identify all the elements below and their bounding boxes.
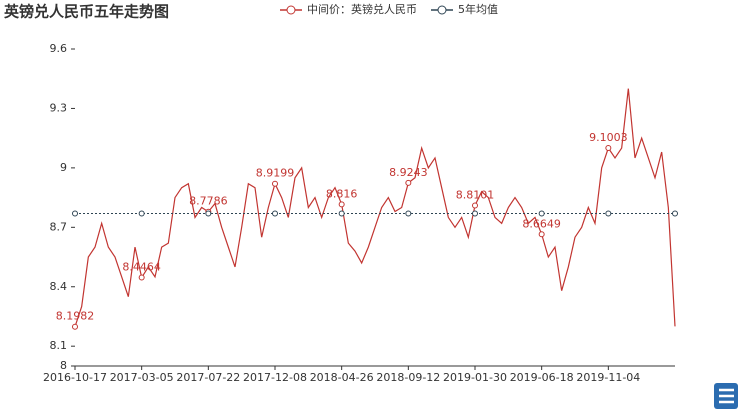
data-point bbox=[72, 210, 78, 217]
legend-label: 中间价：英镑兑人民币 bbox=[307, 2, 417, 16]
x-tick-label: 2018-09-12 bbox=[376, 371, 440, 384]
data-point bbox=[538, 231, 545, 238]
chart-title: 英镑兑人民币五年走势图 bbox=[4, 3, 169, 21]
data-point bbox=[272, 210, 278, 217]
data-point bbox=[205, 210, 212, 217]
y-tick-label: 9.3 bbox=[50, 101, 68, 114]
x-tick-label: 2019-01-30 bbox=[443, 371, 507, 384]
data-point bbox=[72, 323, 78, 330]
legend-icon bbox=[286, 5, 296, 15]
data-point bbox=[338, 201, 345, 208]
y-tick-label: 8.7 bbox=[50, 220, 68, 233]
data-point bbox=[472, 202, 478, 209]
data-point bbox=[138, 274, 145, 281]
data-label: 8.7786 bbox=[189, 195, 228, 208]
x-tick-label: 2018-04-26 bbox=[310, 371, 374, 384]
y-tick-label: 8.1 bbox=[50, 339, 68, 352]
data-point bbox=[605, 210, 612, 217]
data-label: 8.4464 bbox=[122, 261, 161, 274]
x-tick-label: 2016-10-17 bbox=[43, 371, 107, 384]
data-point bbox=[405, 179, 412, 186]
data-point bbox=[138, 210, 145, 217]
y-tick-label: 8 bbox=[60, 359, 67, 372]
data-point bbox=[472, 210, 478, 217]
x-tick-label: 2019-11-04 bbox=[576, 371, 640, 384]
data-point bbox=[405, 210, 412, 217]
x-tick-label: 2019-06-18 bbox=[510, 371, 574, 384]
x-tick-label: 2017-12-08 bbox=[243, 371, 307, 384]
data-point bbox=[272, 180, 278, 187]
data-label: 8.1982 bbox=[56, 310, 95, 323]
legend-label: 5年均值 bbox=[458, 2, 498, 16]
y-tick-label: 9.6 bbox=[50, 42, 68, 55]
data-label: 8.9243 bbox=[389, 166, 428, 179]
data-label: 8.8101 bbox=[456, 188, 495, 201]
data-label: 9.1003 bbox=[589, 131, 628, 144]
data-point bbox=[672, 210, 678, 217]
logo bbox=[714, 383, 738, 409]
legend-icon bbox=[437, 5, 447, 15]
data-label: 8.6649 bbox=[522, 217, 561, 230]
data-point bbox=[605, 145, 612, 152]
series-line bbox=[74, 88, 676, 327]
data-point bbox=[338, 210, 345, 217]
data-label: 8.9199 bbox=[256, 167, 295, 180]
y-tick-label: 9 bbox=[60, 161, 67, 174]
y-tick-label: 8.4 bbox=[50, 280, 68, 293]
data-label: 8.816 bbox=[326, 187, 358, 200]
x-tick-label: 2017-03-05 bbox=[110, 371, 174, 384]
data-point bbox=[538, 210, 545, 217]
x-tick-label: 2017-07-22 bbox=[176, 371, 240, 384]
